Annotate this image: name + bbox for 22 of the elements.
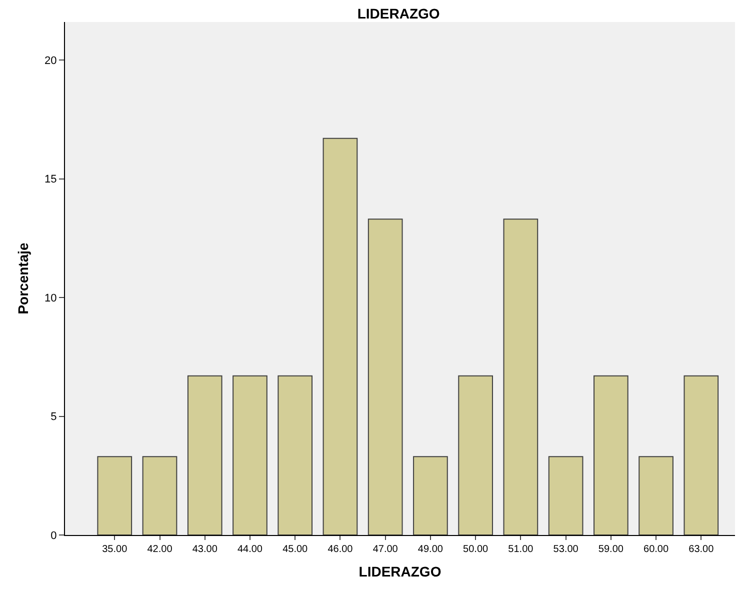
y-axis-title: Porcentaje (15, 242, 32, 314)
x-tick-label: 42.00 (147, 544, 173, 555)
x-tick-label: 47.00 (372, 544, 398, 555)
chart-title: LIDERAZGO (357, 6, 440, 22)
y-tick-label: 15 (44, 174, 57, 186)
y-tick-label: 20 (44, 54, 57, 67)
x-tick-label: 43.00 (192, 544, 218, 555)
x-tick-label: 49.00 (418, 544, 444, 555)
y-tick-label: 0 (50, 530, 57, 542)
x-tick-label: 50.00 (463, 544, 489, 555)
x-tick-label: 35.00 (102, 544, 128, 555)
x-tick-label: 63.00 (688, 544, 714, 555)
x-axis-title: LIDERAZGO (358, 563, 442, 580)
x-tick-label: 45.00 (282, 544, 308, 555)
x-tick-label: 51.00 (508, 544, 534, 555)
x-tick-label: 46.00 (328, 544, 354, 555)
y-tick-label: 5 (50, 411, 57, 424)
x-tick-label: 60.00 (644, 544, 669, 555)
x-tick-label: 53.00 (553, 544, 579, 555)
y-tick-label: 10 (44, 292, 57, 304)
x-tick-label: 44.00 (237, 544, 263, 555)
x-tick-label: 59.00 (598, 544, 624, 555)
